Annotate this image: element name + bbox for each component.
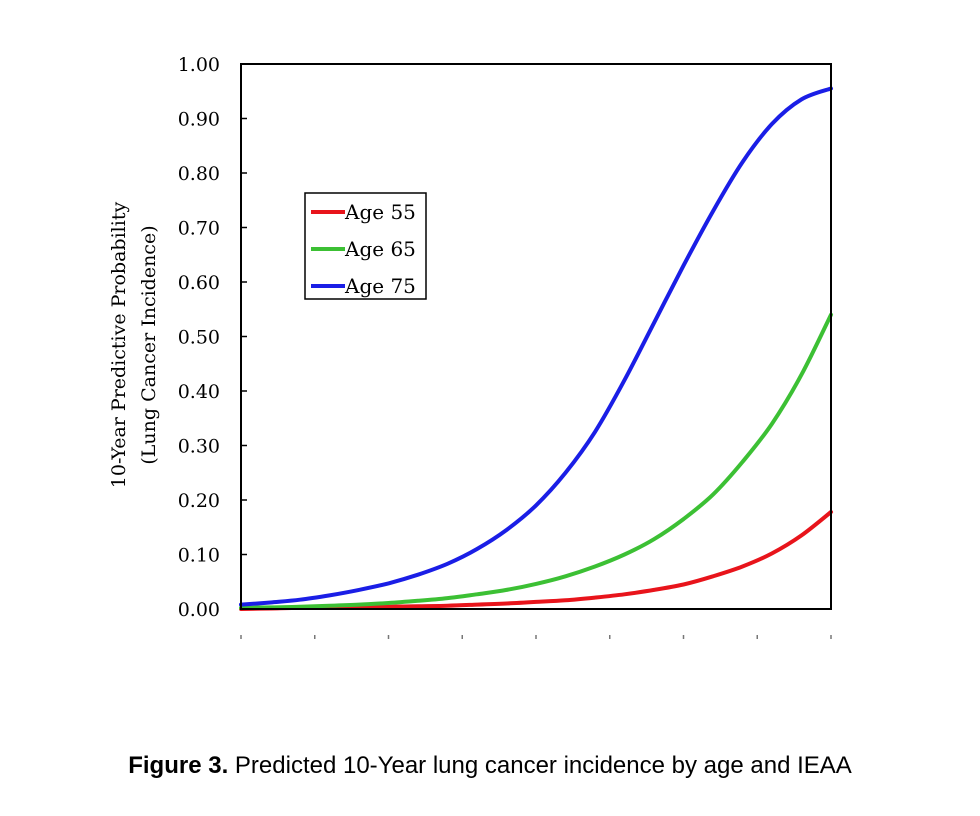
- y-tick-label: 0.30: [178, 436, 220, 458]
- y-tick-label: 0.80: [178, 163, 220, 185]
- y-tick-label: 0.00: [178, 599, 220, 621]
- y-axis-title-line1: 10-Year Predictive Probability: [108, 202, 130, 489]
- legend-label-age-75: Age 75: [344, 274, 416, 298]
- y-tick-label: 0.20: [178, 490, 220, 512]
- series-layer: [239, 86, 833, 611]
- plot-frame: [240, 63, 832, 610]
- figure-caption-label: Figure 3.: [128, 752, 229, 779]
- legend: Age 55 Age 65 Age 75: [304, 192, 427, 300]
- legend-label-age-55: Age 55: [344, 200, 416, 224]
- series-line-age-55: [239, 510, 833, 611]
- series-line-age-65: [239, 312, 833, 610]
- y-tick-label: 0.50: [178, 327, 220, 349]
- figure-caption-text: Predicted 10-Year lung cancer incidence …: [234, 752, 852, 779]
- y-tick-label: 0.10: [178, 545, 220, 567]
- figure-caption: Figure 3. Predicted 10-Year lung cancer …: [0, 752, 980, 780]
- y-axis-ticks: 0.00 0.10 0.20 0.30 0.40 0.50 0.60 0.70 0.80 0.90…: [178, 54, 247, 621]
- series-line-age-75: [239, 86, 833, 607]
- y-tick-label: 1.00: [178, 54, 220, 76]
- y-tick-label: 0.40: [178, 381, 220, 403]
- y-axis-title: 10-Year Predictive Probability (Lung Can…: [108, 202, 160, 489]
- y-tick-label: 0.70: [178, 218, 220, 240]
- y-tick-label: 0.60: [178, 272, 220, 294]
- y-tick-label: 0.90: [178, 109, 220, 131]
- x-axis-ticks: [240, 635, 832, 639]
- legend-label-age-65: Age 65: [344, 237, 416, 261]
- y-axis-title-line2: (Lung Cancer Incidence): [138, 225, 160, 464]
